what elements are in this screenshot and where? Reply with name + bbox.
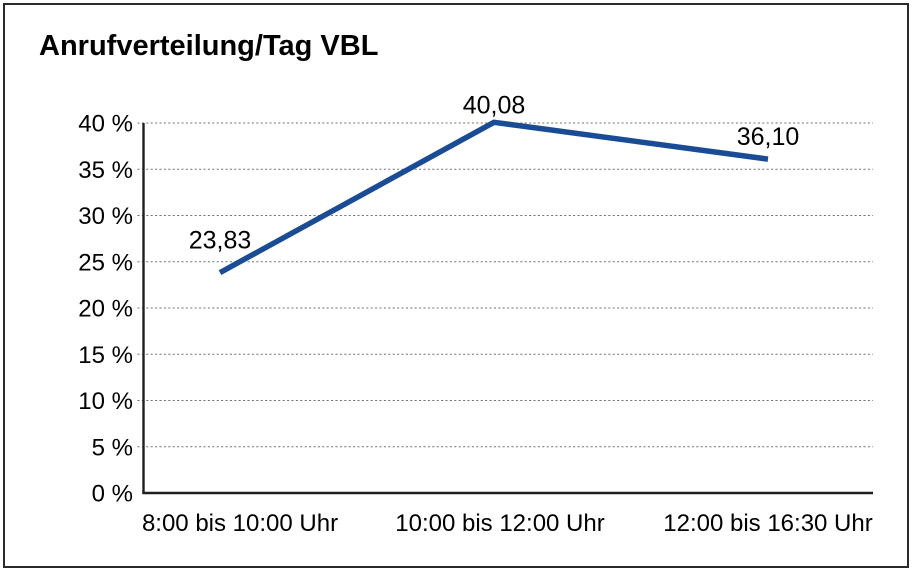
y-axis-tick-label: 10 % xyxy=(78,388,133,415)
data-point-label: 23,83 xyxy=(189,227,252,255)
y-axis-tick-label: 20 % xyxy=(78,296,133,323)
y-axis-tick-label: 0 % xyxy=(92,481,133,508)
chart-title: Anrufverteilung/Tag VBL xyxy=(39,30,379,62)
series-line xyxy=(218,119,769,276)
y-axis-tick-label: 35 % xyxy=(78,157,133,184)
x-axis-tick-label: 10:00 bis 12:00 Uhr xyxy=(395,510,604,537)
y-axis-tick-label: 5 % xyxy=(92,434,133,461)
data-point-label: 40,08 xyxy=(463,91,526,119)
y-axis-tick-label: 40 % xyxy=(78,111,133,138)
x-axis-tick-label: 8:00 bis 10:00 Uhr xyxy=(142,510,338,537)
x-axis-tick-label: 12:00 bis 16:30 Uhr xyxy=(663,510,872,537)
data-point-label: 36,10 xyxy=(737,123,800,151)
y-axis-tick-label: 15 % xyxy=(78,342,133,369)
y-axis-tick-label: 25 % xyxy=(78,249,133,276)
y-axis-tick-label: 30 % xyxy=(78,203,133,230)
